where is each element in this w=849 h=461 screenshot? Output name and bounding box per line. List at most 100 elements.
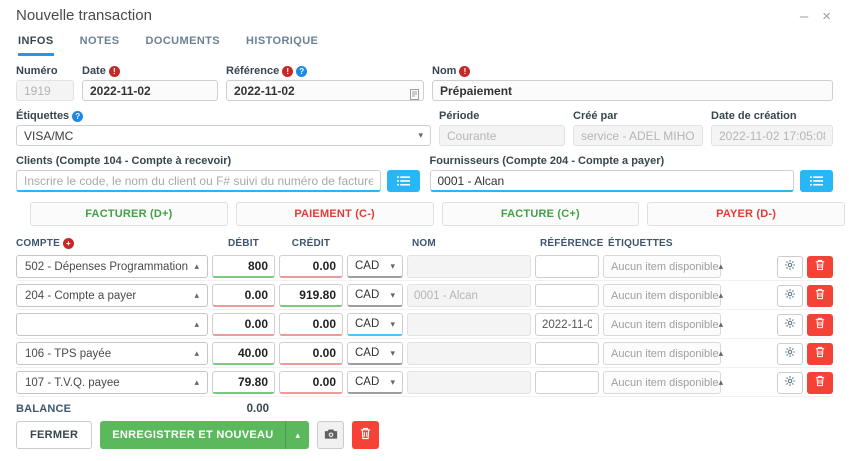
row-delete-button[interactable] xyxy=(807,371,833,394)
clients-list-button[interactable] xyxy=(386,170,420,192)
account-select[interactable]: 106 - TPS payée ▴ xyxy=(16,342,208,365)
gear-icon xyxy=(784,288,796,303)
periode-input xyxy=(439,125,565,146)
required-icon: ! xyxy=(108,65,120,77)
row-etiquettes-select[interactable]: Aucun item disponible ▴ xyxy=(603,371,723,394)
row-etiquettes-select[interactable]: Aucun item disponible ▴ xyxy=(603,342,723,365)
currency-value: CAD xyxy=(355,376,380,388)
row-reference-input[interactable] xyxy=(535,313,599,336)
currency-select[interactable]: CAD ▾ xyxy=(347,371,403,394)
account-select[interactable]: 204 - Compte a payer ▴ xyxy=(16,284,208,307)
debit-input[interactable] xyxy=(212,342,275,365)
row-nom-input xyxy=(407,255,531,278)
tab-bar: INFOS NOTES DOCUMENTS HISTORIQUE xyxy=(16,35,833,56)
help-icon[interactable]: ? xyxy=(296,65,308,77)
delete-transaction-button[interactable] xyxy=(352,421,380,449)
debit-input[interactable] xyxy=(212,313,275,336)
row-settings-button[interactable] xyxy=(777,313,803,336)
close-icon[interactable]: × xyxy=(822,8,831,25)
enregistrer-button[interactable]: ENREGISTRER ET NOUVEAU ▴ xyxy=(100,421,310,449)
help-icon[interactable]: ? xyxy=(72,110,84,122)
account-select[interactable]: 107 - T.V.Q. payee ▴ xyxy=(16,371,208,394)
facture-button[interactable]: FACTURE (C+) xyxy=(441,202,640,226)
etiquettes-placeholder: Aucun item disponible xyxy=(611,260,719,273)
clients-search-input[interactable] xyxy=(16,170,381,192)
debit-input[interactable] xyxy=(212,371,275,394)
currency-select[interactable]: CAD ▾ xyxy=(347,313,403,336)
row-settings-button[interactable] xyxy=(777,284,803,307)
chevron-up-icon: ▴ xyxy=(194,319,199,329)
tab-infos[interactable]: INFOS xyxy=(18,35,54,56)
row-delete-button[interactable] xyxy=(807,284,833,307)
row-etiquettes-select[interactable]: Aucun item disponible ▴ xyxy=(603,313,723,336)
tab-historique[interactable]: HISTORIQUE xyxy=(246,35,319,47)
tab-notes[interactable]: NOTES xyxy=(79,35,120,47)
credit-input[interactable] xyxy=(279,342,343,365)
row-nom-input xyxy=(407,313,531,336)
currency-select[interactable]: CAD ▾ xyxy=(347,342,403,365)
fournisseurs-list-button[interactable] xyxy=(800,170,833,192)
account-select[interactable]: ▴ xyxy=(16,313,208,336)
currency-select[interactable]: CAD ▾ xyxy=(347,255,403,278)
etiquettes-placeholder: Aucun item disponible xyxy=(611,318,719,331)
account-select[interactable]: 502 - Dépenses Programmation ▴ xyxy=(16,255,208,278)
row-reference-input[interactable] xyxy=(535,342,599,365)
gear-icon xyxy=(784,346,796,361)
credit-input[interactable] xyxy=(279,284,343,307)
tab-documents[interactable]: DOCUMENTS xyxy=(145,35,221,47)
row-delete-button[interactable] xyxy=(807,313,833,336)
row-delete-button[interactable] xyxy=(807,342,833,365)
numero-input xyxy=(16,80,74,101)
paiement-button[interactable]: PAIEMENT (C-) xyxy=(235,202,434,226)
periode-label-text: Période xyxy=(439,110,480,122)
balance-label: BALANCE xyxy=(16,403,72,415)
row-nom-input xyxy=(407,342,531,365)
add-line-icon[interactable]: + xyxy=(62,238,74,249)
gear-icon xyxy=(784,375,796,390)
reference-input[interactable] xyxy=(226,80,424,101)
field-row-1: Numéro Date! Référence!? Nom! xyxy=(16,65,833,101)
etiquettes-select[interactable]: VISA/MC ▾ xyxy=(16,125,431,146)
reference-label-text: Référence xyxy=(226,65,280,77)
date-field: Date! xyxy=(82,65,218,101)
fournisseurs-field: Fournisseurs (Compte 204 - Compte a paye… xyxy=(429,155,833,192)
facturer-button[interactable]: FACTURER (D+) xyxy=(30,202,228,226)
save-options-toggle[interactable]: ▴ xyxy=(285,421,309,449)
row-reference-input[interactable] xyxy=(535,255,599,278)
etiquettes-placeholder: Aucun item disponible xyxy=(611,289,719,302)
payer-button[interactable]: PAYER (D-) xyxy=(647,202,845,226)
date-creation-label: Date de création xyxy=(711,110,833,122)
row-reference-input[interactable] xyxy=(535,371,599,394)
row-reference-input[interactable] xyxy=(535,284,599,307)
debit-input[interactable] xyxy=(212,284,275,307)
chevron-down-icon: ▾ xyxy=(390,376,395,387)
nom-input[interactable] xyxy=(432,80,833,101)
row-settings-button[interactable] xyxy=(777,255,803,278)
credit-input[interactable] xyxy=(279,371,343,394)
row-settings-button[interactable] xyxy=(777,371,803,394)
account-value: 107 - T.V.Q. payee xyxy=(25,376,120,389)
currency-value: CAD xyxy=(355,260,380,272)
datepicker-icon[interactable] xyxy=(410,87,419,105)
fermer-button[interactable]: FERMER xyxy=(16,421,93,449)
gear-icon xyxy=(784,259,796,274)
footer-actions: FERMER ENREGISTRER ET NOUVEAU ▴ xyxy=(16,421,380,449)
minimize-icon[interactable]: – xyxy=(799,8,809,25)
row-delete-button[interactable] xyxy=(807,255,833,278)
credit-input[interactable] xyxy=(279,313,343,336)
row-etiquettes-select[interactable]: Aucun item disponible ▴ xyxy=(603,255,723,278)
date-input[interactable] xyxy=(82,80,218,101)
trash-icon xyxy=(815,375,825,390)
fournisseurs-input[interactable] xyxy=(429,170,794,192)
screenshot-button[interactable] xyxy=(317,421,345,449)
etiquettes-placeholder: Aucun item disponible xyxy=(611,347,719,360)
debit-input[interactable] xyxy=(212,255,275,278)
row-settings-button[interactable] xyxy=(777,342,803,365)
date-creation-label-text: Date de création xyxy=(711,110,797,122)
date-creation-input xyxy=(711,125,833,146)
chevron-up-icon: ▴ xyxy=(194,261,199,271)
currency-select[interactable]: CAD ▾ xyxy=(347,284,403,307)
credit-input[interactable] xyxy=(279,255,343,278)
row-etiquettes-select[interactable]: Aucun item disponible ▴ xyxy=(603,284,723,307)
chevron-down-icon: ▾ xyxy=(390,260,395,271)
